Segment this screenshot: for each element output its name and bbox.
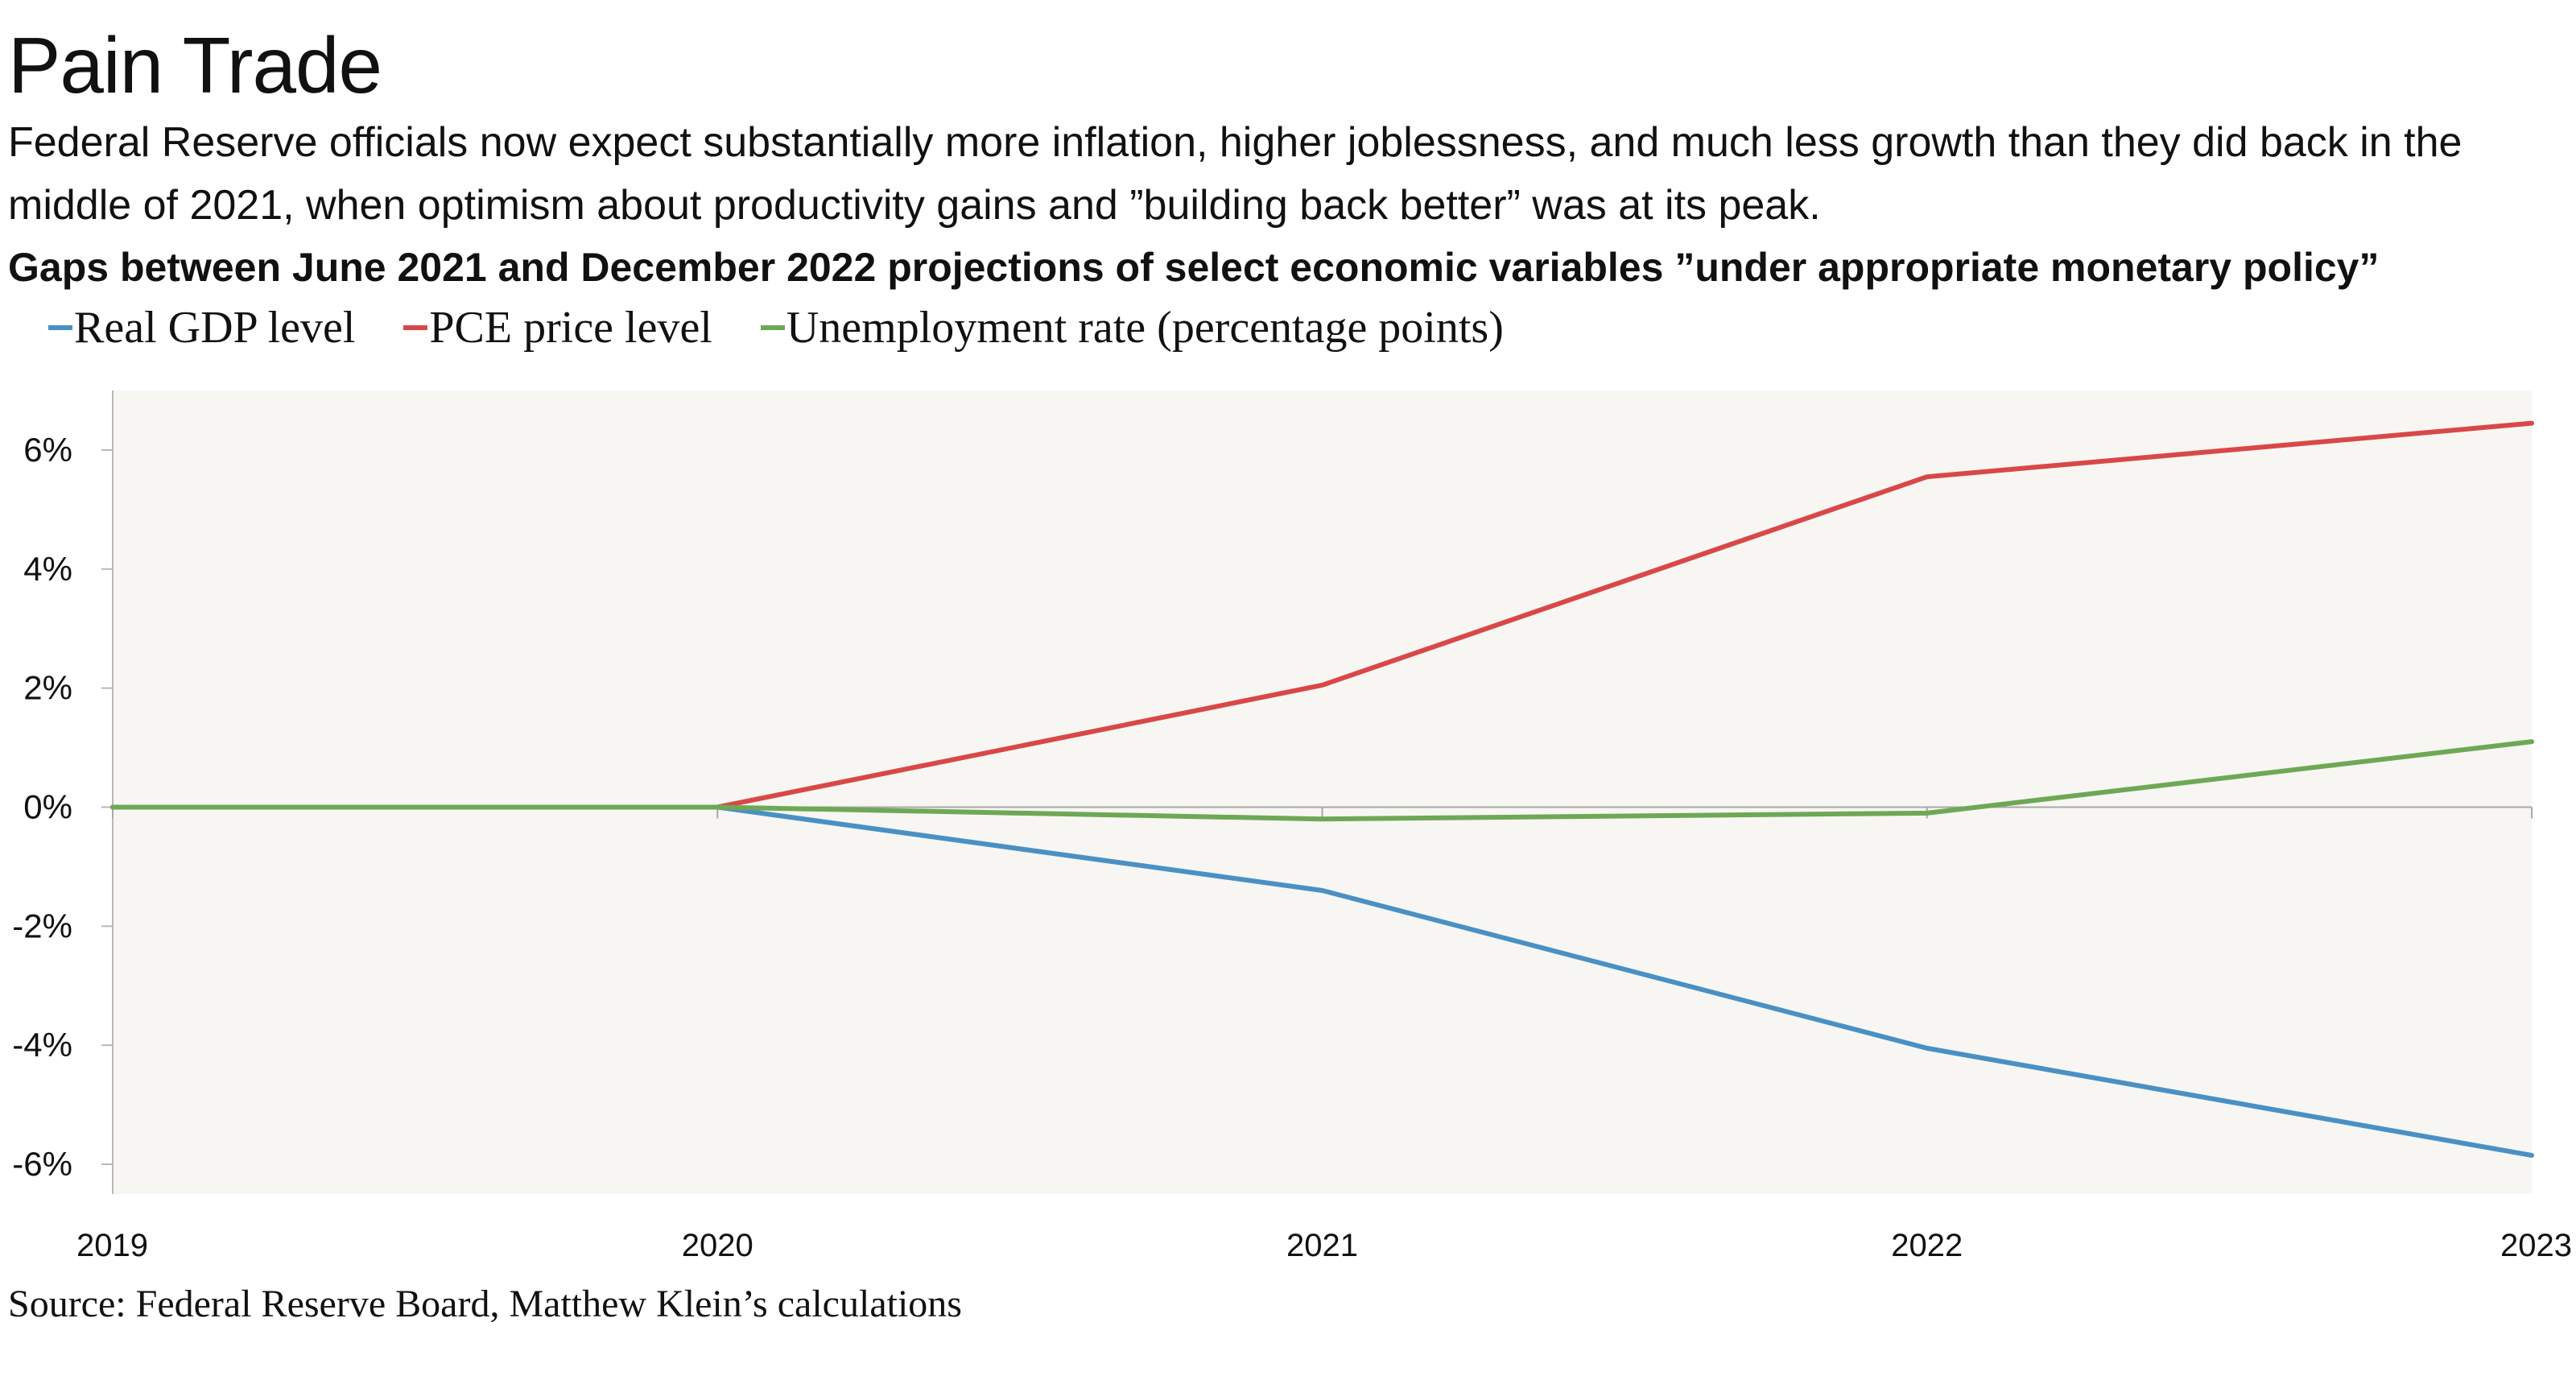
legend-label-real-gdp: Real GDP level [74, 303, 356, 353]
x-tick-label: 2022 [1891, 1228, 1963, 1263]
y-tick-label: 6% [23, 431, 72, 469]
chart-title: Pain Trade [8, 21, 382, 110]
y-tick-label: -6% [12, 1145, 72, 1183]
x-tick-label: 2019 [76, 1228, 148, 1263]
series-layer [110, 420, 2534, 1158]
legend-swatch-unemployment [760, 325, 785, 330]
tick-labels: -6% -4% -2% 0% 2% 4% 6% 2019 2020 2021 2022 2023 [12, 431, 2572, 1263]
source-note: Source: Federal Reserve Board, Matthew K… [8, 1283, 962, 1325]
chart-subtitle: Federal Reserve officials now expect sub… [8, 119, 2462, 229]
legend-item-real-gdp: Real GDP level [48, 302, 355, 353]
legend: Real GDP level PCE price level Unemploym… [48, 300, 1552, 356]
line-chart: -6% -4% -2% 0% 2% 4% 6% 2019 2020 2021 2022 2023 [12, 390, 2572, 1263]
x-tick-label: 2023 [2500, 1228, 2572, 1263]
legend-label-unemployment: Unemployment rate (percentage points) [786, 303, 1504, 353]
y-tick-label: -4% [12, 1026, 72, 1064]
legend-swatch-real-gdp [48, 325, 72, 330]
legend-item-unemployment: Unemployment rate (percentage points) [760, 302, 1504, 353]
legend-label-pce: PCE price level [429, 303, 712, 353]
chart-heading: Gaps between June 2021 and December 2022… [8, 245, 2380, 290]
legend-item-pce: PCE price level [403, 302, 712, 353]
y-tick-label: 4% [23, 550, 72, 588]
x-tick-label: 2020 [682, 1228, 753, 1263]
x-tick-label: 2021 [1286, 1228, 1358, 1263]
y-tick-label: 2% [23, 669, 72, 707]
y-tick-label: 0% [23, 787, 72, 825]
legend-swatch-pce [403, 325, 428, 330]
plot-area [113, 390, 2532, 1194]
y-tick-label: -2% [12, 907, 72, 944]
